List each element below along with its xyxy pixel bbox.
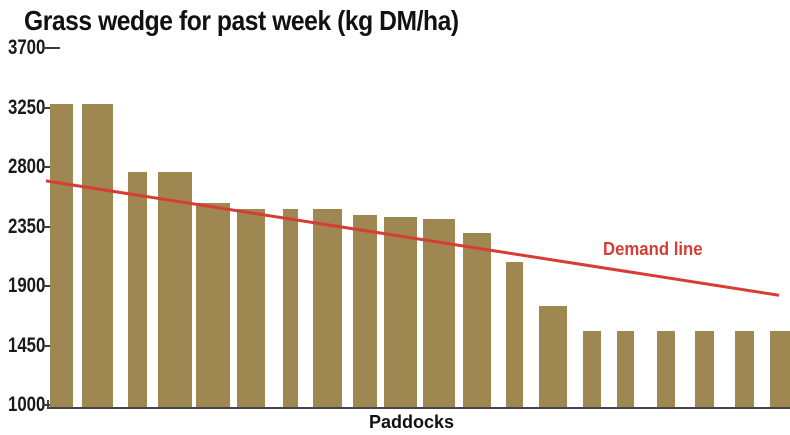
paddock-bar-20 <box>770 330 790 408</box>
y-tick-label: 3700 <box>8 36 46 59</box>
chart-title: Grass wedge for past week (kg DM/ha) <box>24 5 459 36</box>
paddock-bar-8 <box>313 208 342 408</box>
y-tick-mark <box>43 225 50 228</box>
paddock-bar-15 <box>583 330 601 408</box>
y-tick-mark <box>43 47 60 49</box>
y-tick-label: 3250 <box>8 95 46 119</box>
paddock-bar-18 <box>695 330 714 408</box>
paddock-bar-11 <box>423 218 455 408</box>
paddock-bar-3 <box>128 172 147 408</box>
paddock-bar-6 <box>237 208 265 408</box>
y-tick-mark <box>43 285 50 287</box>
paddock-bar-10 <box>384 217 417 408</box>
paddock-bar-12 <box>463 233 491 408</box>
y-tick-mark <box>43 166 50 168</box>
y-tick-mark <box>43 404 50 406</box>
paddock-bar-16 <box>617 330 634 408</box>
paddock-bar-5 <box>196 202 230 408</box>
paddock-bar-13 <box>506 261 523 408</box>
paddock-bar-1 <box>50 104 73 408</box>
paddock-bar-9 <box>353 214 377 408</box>
y-tick-label: 1000 <box>8 393 46 416</box>
x-axis-line <box>47 407 790 409</box>
demand-line-label: Demand line <box>603 239 703 259</box>
paddock-bar-7 <box>283 208 298 408</box>
y-tick-label: 1450 <box>8 333 46 357</box>
x-axis-label: Paddocks <box>368 412 455 432</box>
paddock-bar-19 <box>735 330 754 408</box>
paddock-bar-17 <box>657 330 675 408</box>
y-tick-mark <box>43 106 50 109</box>
paddock-bar-2 <box>82 104 113 408</box>
paddock-bar-14 <box>539 305 567 408</box>
y-tick-label: 1900 <box>8 274 46 297</box>
y-tick-label: 2350 <box>8 214 46 238</box>
axis-corner <box>47 400 49 409</box>
y-tick-label: 2800 <box>8 155 46 178</box>
y-tick-mark <box>43 344 50 347</box>
paddock-bar-4 <box>158 172 192 408</box>
